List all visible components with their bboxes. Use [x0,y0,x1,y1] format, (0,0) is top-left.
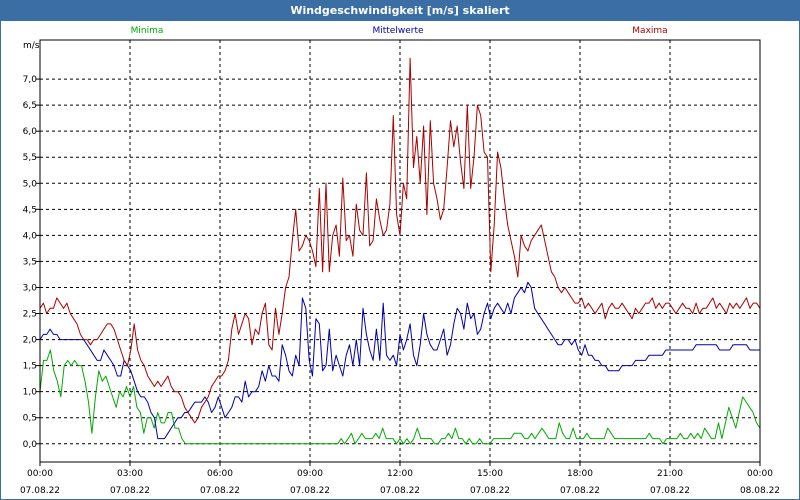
y-tick-label: 7,0 [23,75,38,85]
y-tick-label: 1,0 [23,388,38,398]
x-tick-time: 00:00 [747,469,773,479]
x-tick-time: 09:00 [297,469,323,479]
series-line-minima [39,349,761,445]
x-tick-time: 18:00 [567,469,593,479]
x-tick-time: 15:00 [477,469,503,479]
plot-area-border [39,39,761,463]
series-line-maxima [39,57,761,424]
y-tick-label: 5,5 [23,153,37,163]
x-tick-time: 06:00 [207,469,233,479]
y-tick-label: 2,0 [23,336,38,346]
legend: Minima Mittelwerte Maxima [131,26,668,36]
x-tick-date: 07.08.22 [200,486,240,496]
x-tick-time: 21:00 [657,469,683,479]
x-tick-date: 07.08.22 [560,486,600,496]
y-tick-label: 4,5 [23,205,37,215]
series-line-mittelwerte [39,281,760,440]
y-tick-label: 1,5 [23,362,37,372]
x-tick-date: 07.08.22 [470,486,510,496]
x-tick-date: 07.08.22 [380,486,420,496]
x-tick-date: 07.08.22 [20,486,60,496]
x-tick-time: 00:00 [27,469,53,479]
legend-entry-minima: Minima [131,26,164,36]
y-tick-label: 0,5 [23,414,37,424]
grid [40,40,760,462]
y-tick-label: 4,0 [23,231,38,241]
y-tick-label: 2,5 [23,310,37,320]
x-tick-time: 12:00 [387,469,413,479]
legend-entry-mittelwerte: Mittelwerte [372,26,423,36]
y-tick-label: 0,0 [23,440,38,450]
chart-title: Windgeschwindigkeit [m/s] skaliert [1,1,799,21]
y-tick-label: 6,5 [23,101,37,111]
series-group [39,57,761,445]
x-tick-date: 07.08.22 [110,486,150,496]
y-tick-label: 6,0 [23,127,38,137]
x-tick-date: 07.08.22 [650,486,690,496]
y-tick-label: 5,0 [23,179,38,189]
y-axis: m/s 7,0 6,5 6,0 5,5 5,0 4,5 4,0 3,5 3,0 2,5 2,0 1,5… [23,41,40,450]
y-axis-label: m/s [23,41,40,51]
legend-entry-maxima: Maxima [632,26,667,36]
x-tick-date: 07.08.22 [290,486,330,496]
y-tick-label: 3,5 [23,257,37,267]
x-axis: 00:00 07.08.22 03:00 07.08.22 06:00 07.08.22 0… [20,462,780,496]
y-tick-label: 3,0 [23,283,38,293]
x-tick-date: 08.08.22 [740,486,780,496]
x-tick-time: 03:00 [117,469,143,479]
